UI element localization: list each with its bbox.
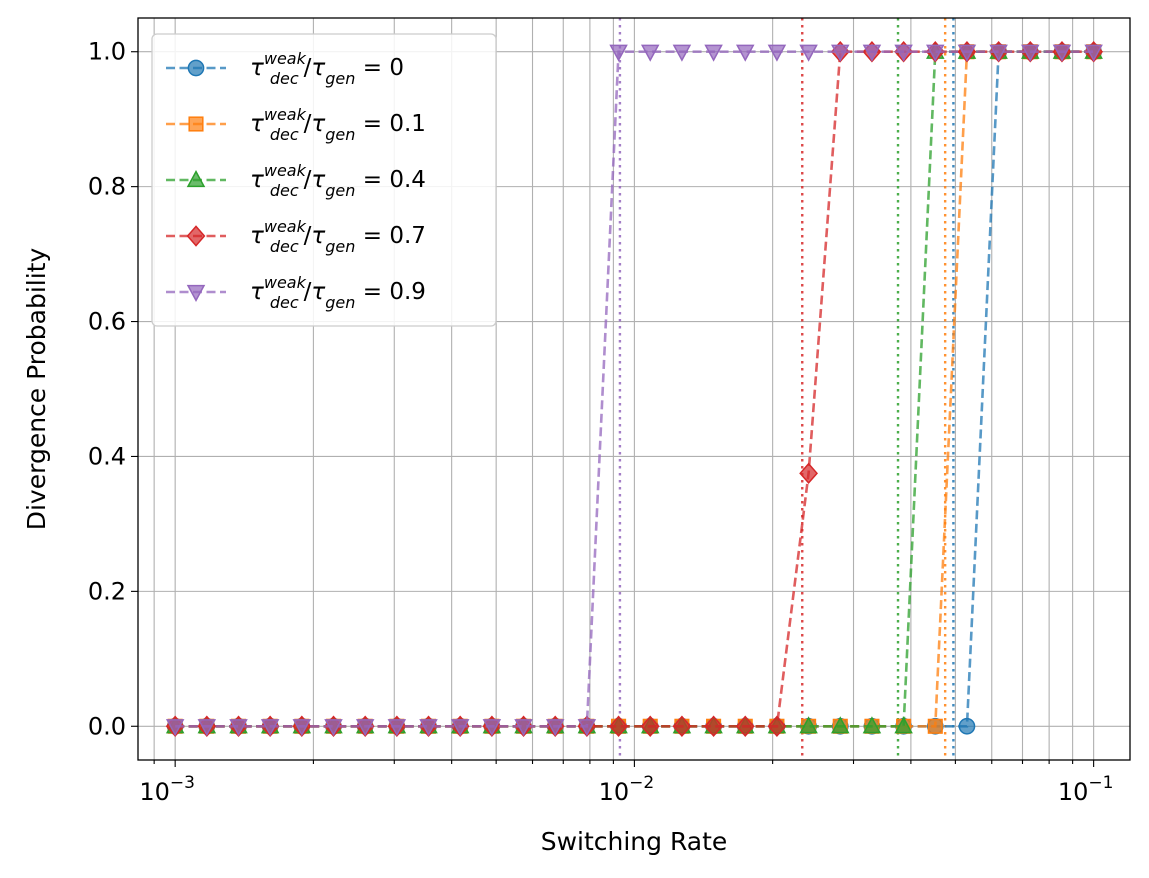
data-point xyxy=(735,715,755,738)
data-point xyxy=(387,719,407,737)
y-tick-label: 0.6 xyxy=(88,308,126,336)
data-point xyxy=(640,715,660,738)
data-point xyxy=(926,44,945,62)
y-axis-label: Divergence Probability xyxy=(22,248,51,531)
data-point xyxy=(545,719,565,737)
data-point xyxy=(165,719,185,737)
legend-marker xyxy=(186,284,206,302)
legend-label: τweak dec/τgen = 0 xyxy=(250,49,404,88)
legend-label: τweak dec/τgen = 0.7 xyxy=(250,217,426,256)
data-point xyxy=(704,715,723,738)
data-point xyxy=(894,716,913,734)
data-point xyxy=(482,719,502,737)
data-point xyxy=(1084,44,1103,62)
series-layer xyxy=(165,40,1104,738)
data-point xyxy=(1052,44,1072,62)
threshold-lines xyxy=(618,18,955,760)
legend-item: τweak dec/τgen = 0.7 xyxy=(166,217,426,256)
x-axis-label: Switching Rate xyxy=(541,827,728,856)
data-point xyxy=(672,44,692,62)
y-tick-label: 0.8 xyxy=(88,173,126,201)
data-point xyxy=(324,719,343,737)
y-tick-label: 0.4 xyxy=(88,442,126,470)
y-tick-label: 1.0 xyxy=(88,38,126,66)
legend-label: τweak dec/τgen = 0.1 xyxy=(250,105,426,144)
data-point xyxy=(799,716,818,734)
legend-marker xyxy=(188,116,204,132)
data-point xyxy=(862,44,882,62)
legend-item: τweak dec/τgen = 0.4 xyxy=(166,161,426,200)
series-4 xyxy=(165,44,1103,737)
data-point xyxy=(260,719,280,737)
x-tick-label: 10−1 xyxy=(1058,773,1114,806)
legend-item: τweak dec/τgen = 0.9 xyxy=(166,273,426,312)
x-tick-label: 10−3 xyxy=(139,773,195,806)
data-point xyxy=(197,719,217,737)
data-point xyxy=(958,717,976,735)
legend-frame xyxy=(151,33,497,327)
data-point xyxy=(767,715,787,738)
legend-marker xyxy=(186,225,206,247)
data-point xyxy=(419,719,438,737)
data-point xyxy=(355,719,375,737)
legend-label: τweak dec/τgen = 0.4 xyxy=(250,161,426,200)
data-point xyxy=(799,44,818,62)
data-point xyxy=(735,44,755,62)
data-point xyxy=(927,718,943,734)
data-point xyxy=(609,44,628,62)
legend-item: τweak dec/τgen = 0.1 xyxy=(166,105,426,144)
y-tick-label: 0.0 xyxy=(88,712,126,740)
data-point xyxy=(831,44,850,62)
axis-ticks: 0.0 0.2 0.4 0.6 0.8 1.0 10−3 10−2 10−1 xyxy=(88,38,1114,806)
data-point xyxy=(767,44,787,62)
data-point xyxy=(894,44,913,62)
data-point xyxy=(1021,44,1040,62)
data-point xyxy=(229,719,248,737)
data-point xyxy=(672,715,692,738)
legend-item: τweak dec/τgen = 0 xyxy=(166,49,404,88)
legend: τweak dec/τgen = 0 τweak dec/τgen = 0.1 τwea… xyxy=(151,33,497,327)
x-tick-label: 10−2 xyxy=(599,773,655,806)
data-point xyxy=(989,44,1008,62)
legend-label: τweak dec/τgen = 0.9 xyxy=(250,273,426,312)
data-point xyxy=(704,44,723,62)
data-point xyxy=(957,44,977,62)
data-point xyxy=(640,44,660,62)
data-point xyxy=(577,719,597,737)
data-point xyxy=(862,716,882,734)
legend-marker xyxy=(186,170,206,188)
data-point xyxy=(292,719,312,737)
legend-marker xyxy=(187,59,205,77)
data-point xyxy=(799,462,818,485)
data-point xyxy=(450,719,470,737)
data-point xyxy=(831,716,850,734)
data-point xyxy=(514,719,533,737)
y-tick-label: 0.2 xyxy=(88,577,126,605)
data-point xyxy=(609,715,628,738)
